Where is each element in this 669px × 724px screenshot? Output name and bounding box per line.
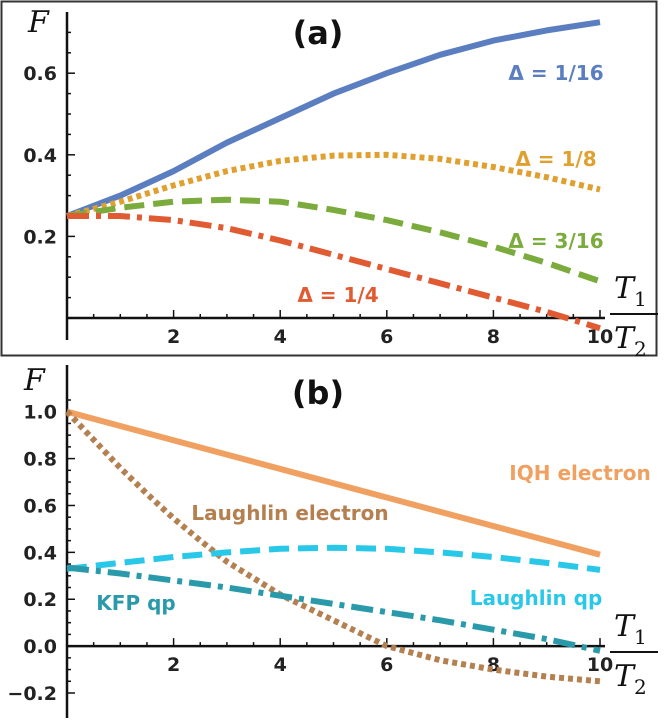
x-tick-label-a: 4 xyxy=(274,326,287,348)
y-axis-label-a: F xyxy=(27,5,50,40)
y-tick-label-a: 0.6 xyxy=(23,63,57,85)
y-tick-label-b: 0.0 xyxy=(23,636,57,658)
x-label-numerator-sub: 1 xyxy=(634,625,647,649)
x-label-denominator-sub: 2 xyxy=(634,675,647,699)
x-axis-label-a: T 1T 2 xyxy=(610,271,658,361)
x-label-denominator: T xyxy=(614,659,636,694)
x-tick-label-a: 2 xyxy=(167,326,180,348)
x-tick-label-a: 8 xyxy=(487,326,500,348)
y-tick-label-b: 0.2 xyxy=(23,589,57,611)
series-annotation: Δ = 1/16 xyxy=(508,61,603,85)
series-annotation: Δ = 1/4 xyxy=(297,283,378,307)
x-tick-label-a: 6 xyxy=(380,326,393,348)
x-label-numerator-sub: 1 xyxy=(634,287,647,311)
series-annotation: Laughlin qp xyxy=(470,586,603,610)
y-tick-label-b: 0.4 xyxy=(23,542,57,564)
series-annotation: IQH electron xyxy=(509,461,650,485)
panel-a: 2 4 6 8 100.20.40.6(a)FT 1T 2Δ = 1/16Δ = 1/8Δ … xyxy=(23,5,658,361)
y-tick-label-b: −0.2 xyxy=(7,683,57,705)
series-annotation: KFP qp xyxy=(96,591,175,615)
y-tick-label-b: 1.0 xyxy=(23,402,57,424)
x-label-denominator-sub: 2 xyxy=(634,337,647,361)
series-annotation: Δ = 3/16 xyxy=(508,229,603,253)
series-annotation: Δ = 1/8 xyxy=(515,147,596,171)
panel-b: 2 4 6 8 10−0.20.00.20.40.60.81.0(b)FT 1T 2IQH … xyxy=(7,363,658,718)
series-line-laughlin-electron xyxy=(64,409,601,685)
series-line--1-4 xyxy=(67,213,601,332)
x-tick-label-a: 10 xyxy=(587,326,613,348)
series-line--3-16 xyxy=(66,196,601,285)
x-label-numerator: T xyxy=(614,271,636,306)
series-annotation: Laughlin electron xyxy=(191,501,388,525)
series-line-iqh-electron xyxy=(66,408,601,558)
panel-title-b: (b) xyxy=(292,374,344,412)
x-tick-label-b: 6 xyxy=(380,654,393,676)
y-tick-label-b: 0.8 xyxy=(23,449,57,471)
y-axis-label-b: F xyxy=(23,363,46,398)
x-tick-label-b: 10 xyxy=(587,654,613,676)
series-line--1-8 xyxy=(66,151,601,219)
y-tick-label-a: 0.2 xyxy=(23,226,57,248)
panel-a-frame xyxy=(0,0,658,357)
x-tick-label-b: 4 xyxy=(274,654,287,676)
x-tick-label-b: 2 xyxy=(167,654,180,676)
y-tick-label-b: 0.6 xyxy=(23,495,57,517)
series-line-kfp-qp xyxy=(66,564,601,654)
panel-title-a: (a) xyxy=(293,14,344,52)
series-line-laughlin-qp xyxy=(66,544,601,573)
x-axis-label-b: T 1T 2 xyxy=(610,609,658,699)
y-tick-label-a: 0.4 xyxy=(23,145,57,167)
x-label-numerator: T xyxy=(614,609,636,644)
x-label-denominator: T xyxy=(614,321,636,356)
series-line--1-16 xyxy=(65,19,601,219)
